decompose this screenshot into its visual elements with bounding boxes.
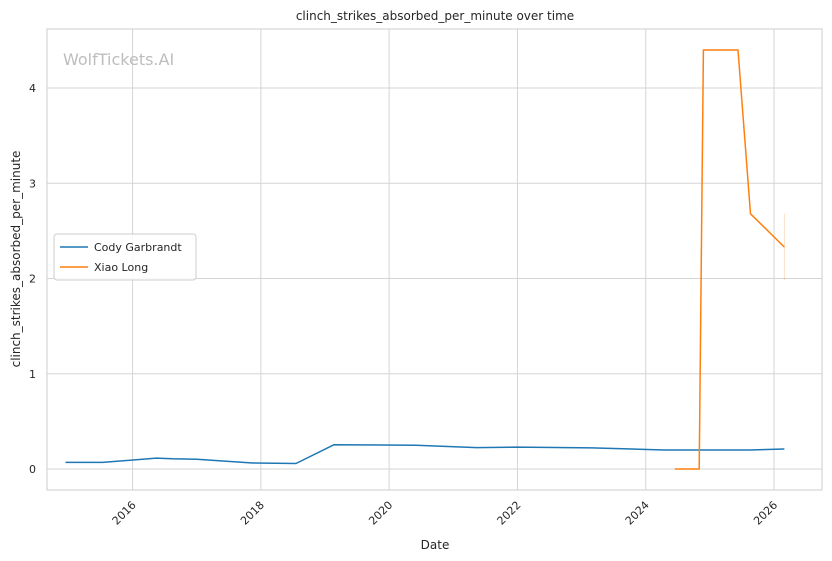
series-line-xiao-long [674, 49, 785, 470]
watermark: WolfTickets.AI [63, 50, 174, 69]
x-tick-label: 2020 [366, 499, 395, 528]
x-tick-label: 2016 [110, 499, 139, 528]
series-line-cody-garbrandt [65, 444, 785, 465]
y-tick-label: 1 [29, 368, 36, 381]
plot-frame [46, 28, 823, 491]
x-tick-label: 2026 [751, 499, 780, 528]
x-tick-label: 2024 [623, 499, 652, 528]
legend-label-cody-garbrandt: Cody Garbrandt [94, 241, 182, 254]
x-tick-label: 2022 [495, 499, 524, 528]
y-tick-label: 0 [29, 463, 36, 476]
legend: Cody Garbrandt Xiao Long [53, 233, 197, 281]
series-layer [65, 49, 785, 470]
y-tick-label: 2 [29, 273, 36, 286]
y-tick-labels: 0 1 2 3 4 [29, 82, 36, 476]
legend-box [53, 233, 197, 281]
y-tick-label: 3 [29, 177, 36, 190]
y-axis-label: clinch_strikes_absorbed_per_minute [9, 151, 23, 368]
x-tick-labels: 2016 2018 2020 2022 2024 2026 [110, 499, 780, 528]
x-tick-label: 2018 [238, 499, 267, 528]
legend-label-xiao-long: Xiao Long [94, 261, 148, 274]
grid [47, 29, 822, 490]
y-tick-label: 4 [29, 82, 36, 95]
x-axis-label: Date [421, 538, 450, 552]
chart-title: clinch_strikes_absorbed_per_minute over … [296, 9, 574, 23]
